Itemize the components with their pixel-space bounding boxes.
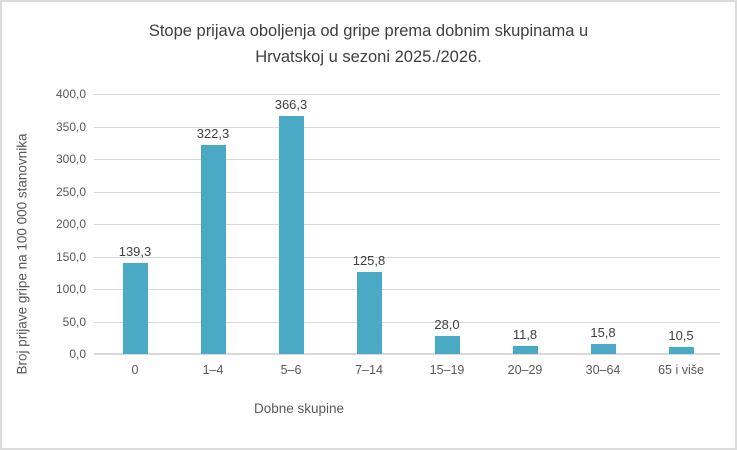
bar (200, 144, 226, 354)
bar (434, 335, 460, 354)
x-tick-label: 30–64 (585, 363, 621, 377)
bar (356, 272, 382, 354)
y-tick-label: 100,0 (55, 282, 86, 296)
y-tick-label: 250,0 (55, 184, 86, 199)
y-axis-tick-labels: 0,0 50,0 100,0 150,0 200,0 250,0 300,0 350,0 400… (2, 87, 86, 361)
bar-value-label: 28,0 (434, 316, 460, 332)
gridline (94, 126, 720, 128)
bar-value-label: 125,8 (352, 253, 386, 269)
chart-title-line-2: Hrvatskoj u sezoni 2025./2026. (255, 48, 482, 66)
bar (668, 347, 694, 354)
x-tick-label: 5–6 (280, 363, 302, 377)
gridline (94, 191, 720, 193)
y-tick-label: 150,0 (55, 249, 86, 264)
y-tick-label: 350,0 (55, 119, 86, 134)
y-tick-label: 0,0 (69, 347, 86, 361)
chart-title: Stope prijava oboljenja od gripe prema d… (2, 18, 735, 70)
bar (512, 346, 538, 354)
gridline (94, 224, 720, 225)
gridline (94, 289, 720, 290)
bar-value-label: 139,3 (118, 244, 152, 260)
bar-value-label: 366,3 (274, 96, 308, 112)
gridline (94, 256, 720, 258)
gridline (94, 353, 720, 355)
y-tick-label: 50,0 (62, 314, 86, 329)
x-tick-label: 20–29 (507, 363, 543, 377)
y-tick-label: 400,0 (55, 87, 86, 101)
chart-title-line-1: Stope prijava oboljenja od gripe prema d… (148, 22, 589, 40)
x-tick-label: 0 (131, 363, 139, 377)
gridline (94, 159, 720, 160)
bar (590, 343, 616, 354)
x-tick-label: 15–19 (429, 363, 465, 377)
gridline (94, 321, 720, 323)
y-tick-label: 200,0 (55, 217, 86, 231)
gridline (94, 94, 720, 95)
bar (278, 115, 304, 354)
bar-value-label: 11,8 (512, 327, 538, 343)
bar (122, 263, 148, 354)
x-tick-label: 7–14 (355, 363, 383, 377)
x-tick-label: 1–4 (202, 363, 224, 377)
x-axis-title: Dobne skupine (253, 401, 345, 416)
y-tick-label: 300,0 (55, 152, 86, 166)
x-axis-tick-labels: 0 1–4 5–6 7–14 15–19 20–29 30–64 65 i više (96, 363, 720, 381)
plot-area: 139,3 322,3 366,3 125,8 28,0 11,8 15,8 10,5 (94, 94, 720, 355)
bar-value-label: 322,3 (196, 125, 230, 141)
bar-value-label: 10,5 (668, 328, 694, 344)
bar-value-label: 15,8 (590, 324, 616, 340)
x-tick-label: 65 i više (658, 363, 704, 377)
